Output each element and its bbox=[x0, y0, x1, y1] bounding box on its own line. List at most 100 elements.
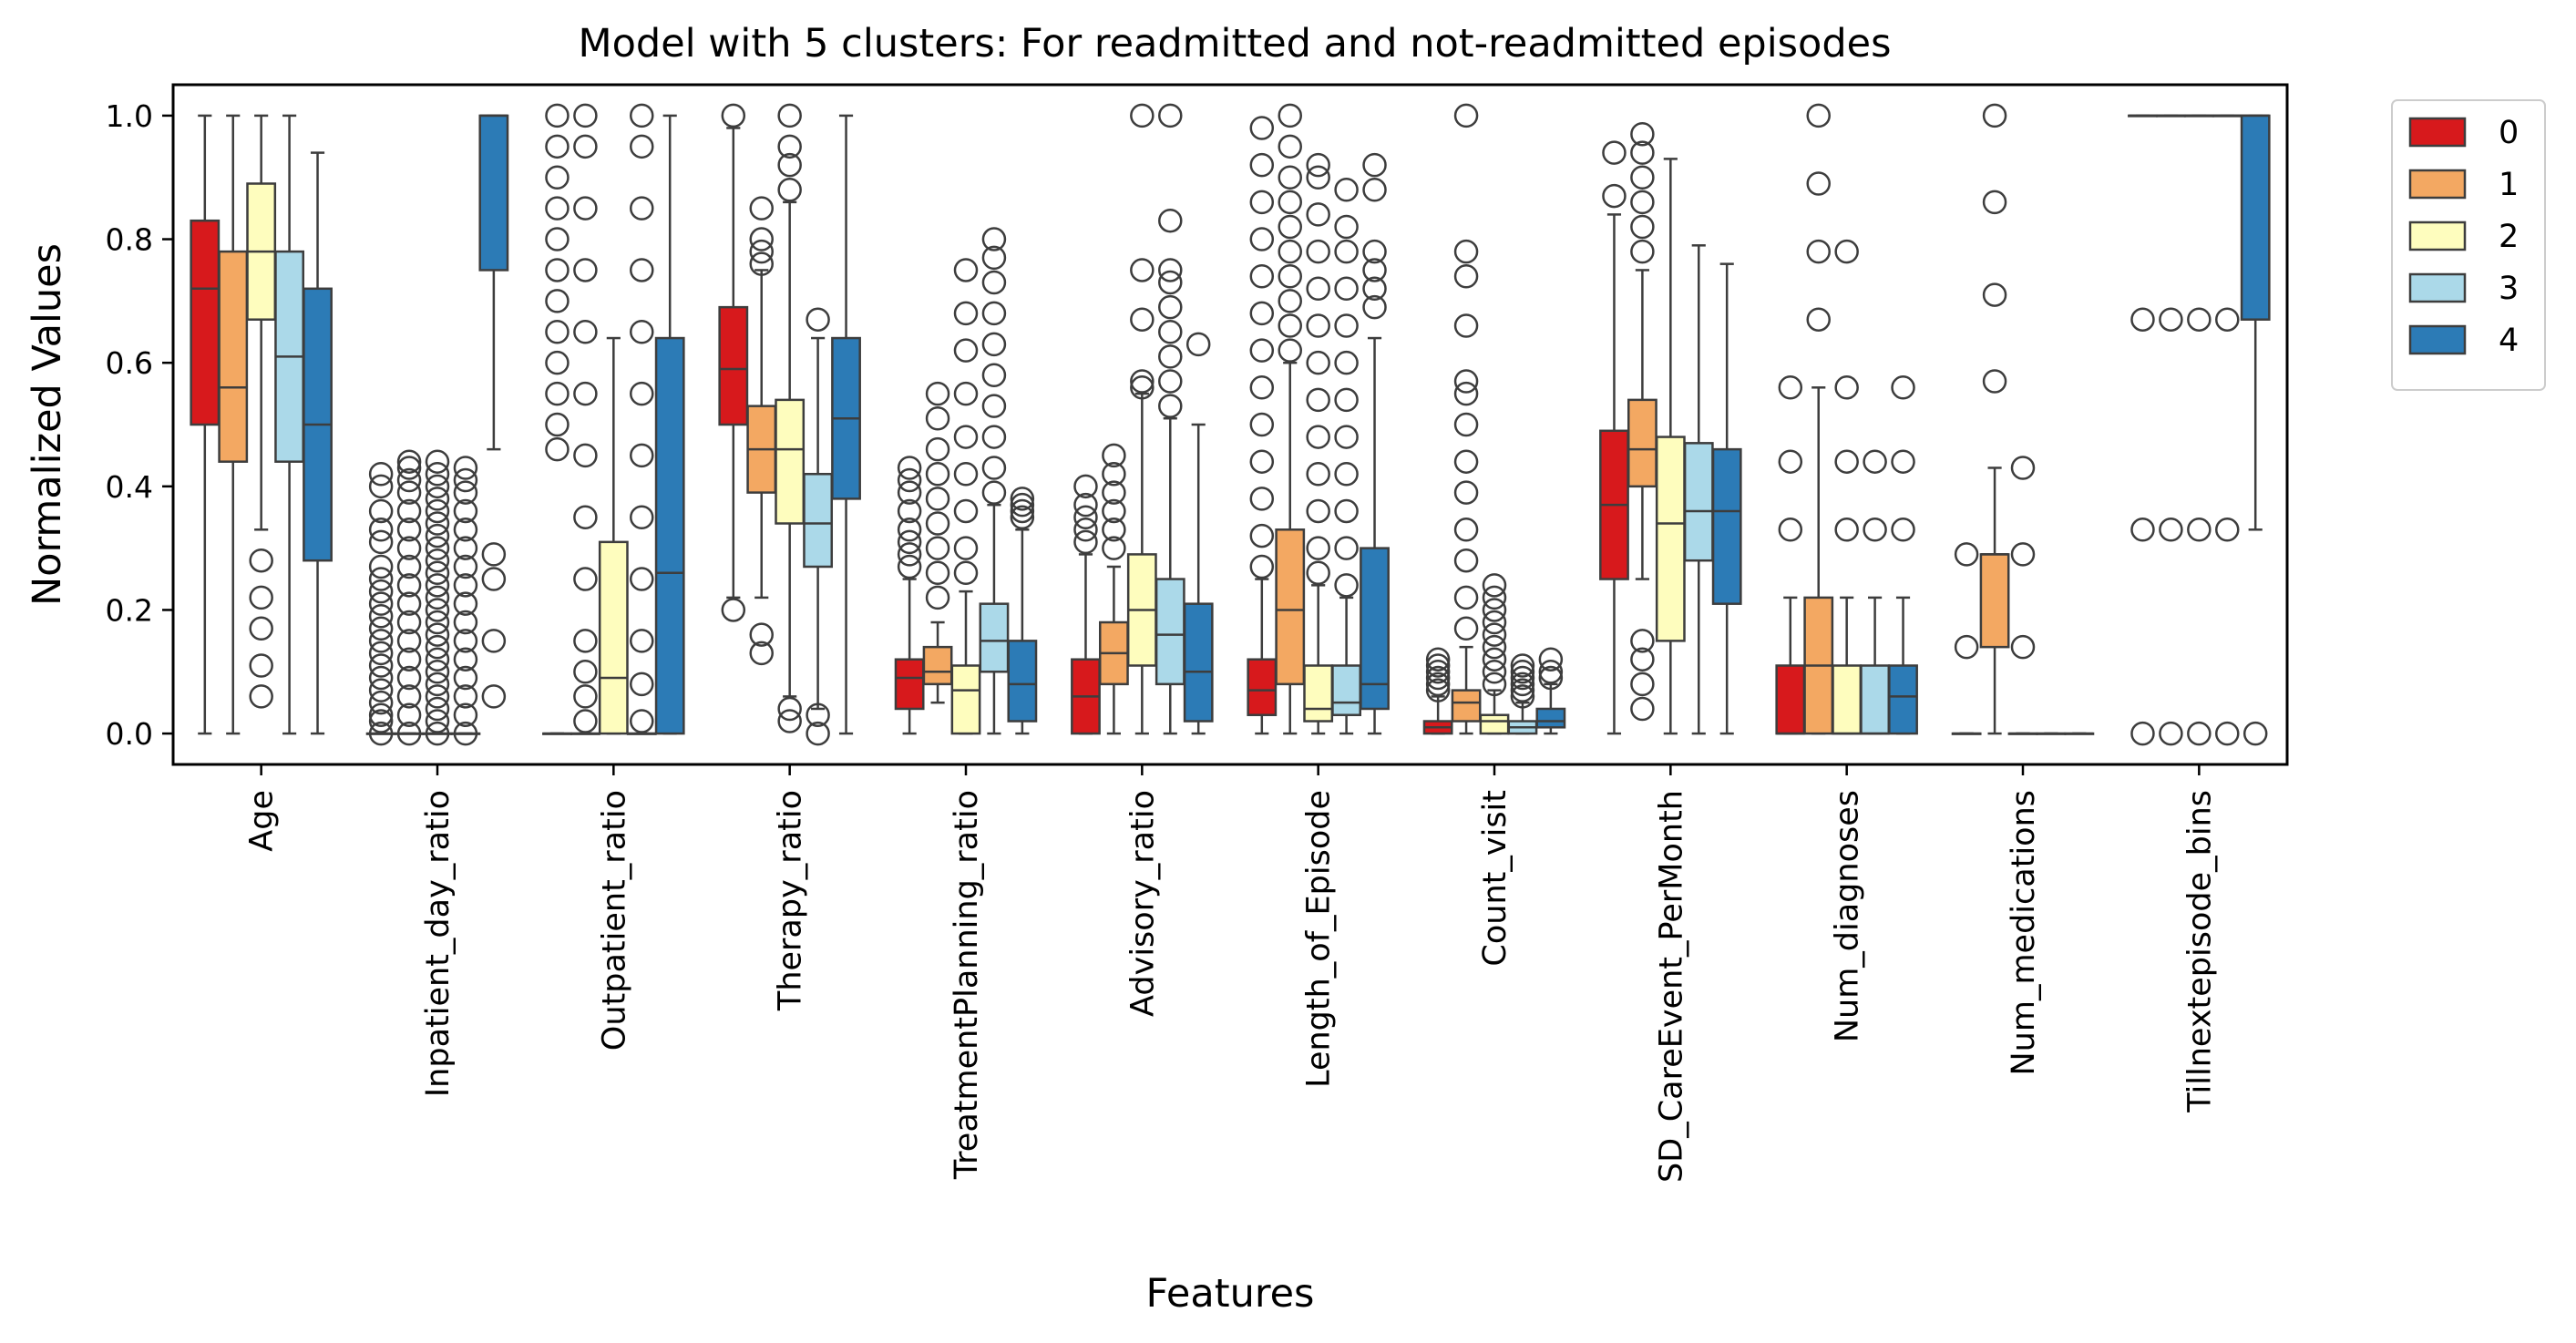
outlier-point bbox=[396, 665, 422, 691]
outlier-point bbox=[1278, 239, 1302, 264]
outlier-point bbox=[1334, 313, 1359, 338]
outlier-point bbox=[1891, 449, 1915, 474]
outlier-point bbox=[1806, 103, 1831, 128]
outlier-point bbox=[425, 523, 450, 548]
outlier-point bbox=[396, 456, 422, 480]
outlier-point bbox=[1249, 554, 1275, 579]
box-Length_of_Episode-cluster-4 bbox=[1360, 152, 1390, 735]
outlier-point bbox=[453, 498, 478, 524]
outlier-point bbox=[396, 449, 422, 474]
outlier-point bbox=[630, 567, 654, 591]
outlier-point bbox=[453, 518, 478, 542]
outlier-point bbox=[1306, 425, 1330, 449]
outlier-point bbox=[2159, 518, 2183, 542]
outlier-point bbox=[1982, 190, 2007, 215]
outlier-point bbox=[953, 498, 979, 524]
outlier-point bbox=[925, 536, 950, 560]
y-tick-label: 0.4 bbox=[106, 469, 153, 505]
outlier-point bbox=[1425, 678, 1451, 702]
outlier-point bbox=[545, 320, 570, 344]
outlier-point bbox=[1453, 369, 1479, 394]
outlier-point bbox=[2215, 721, 2240, 746]
outlier-point bbox=[1249, 375, 1275, 400]
outlier-point bbox=[1453, 518, 1479, 542]
outlier-point bbox=[425, 498, 450, 524]
outlier-point bbox=[545, 289, 570, 313]
outlier-point bbox=[1102, 462, 1126, 487]
outlier-point bbox=[1102, 480, 1126, 505]
outlier-point bbox=[1538, 665, 1564, 691]
box-iqr bbox=[1183, 602, 1214, 723]
box-Tillnextepisode_bins-cluster-0 bbox=[2128, 114, 2158, 746]
outlier-point bbox=[897, 529, 922, 555]
outlier-point bbox=[1602, 183, 1627, 209]
outlier-point bbox=[1102, 536, 1126, 560]
outlier-point bbox=[453, 467, 478, 493]
outlier-point bbox=[1982, 369, 2007, 394]
outlier-point bbox=[573, 258, 598, 282]
outlier-point bbox=[453, 721, 478, 746]
box-TreatmentPlanning_ratio-cluster-0 bbox=[894, 456, 925, 735]
outlier-point bbox=[368, 616, 394, 641]
legend-swatch-4 bbox=[2408, 324, 2467, 355]
outlier-point bbox=[953, 560, 979, 586]
outlier-point bbox=[1982, 103, 2007, 128]
outlier-point bbox=[1954, 542, 1979, 567]
outlier-point bbox=[368, 529, 394, 555]
box-SD_CareEvent_PerMonth-cluster-2 bbox=[1655, 158, 1686, 735]
box-Num_medications-cluster-4 bbox=[2064, 732, 2095, 735]
outlier-point bbox=[1863, 518, 1887, 542]
outlier-point bbox=[953, 301, 979, 326]
box-Num_diagnoses-cluster-0 bbox=[1775, 375, 1806, 735]
outlier-point bbox=[453, 573, 478, 598]
outlier-point bbox=[425, 474, 450, 499]
outlier-point bbox=[573, 103, 598, 128]
outlier-point bbox=[1453, 616, 1479, 641]
box-Age-cluster-3 bbox=[274, 114, 305, 735]
box-iqr bbox=[654, 336, 685, 735]
outlier-point bbox=[396, 573, 422, 598]
box-iqr bbox=[1860, 664, 1891, 735]
outlier-point bbox=[1334, 178, 1359, 202]
box-iqr bbox=[1155, 578, 1185, 686]
outlier-point bbox=[396, 467, 422, 493]
box-iqr bbox=[218, 250, 249, 463]
outlier-point bbox=[981, 332, 1007, 357]
box-Count_visit-cluster-1 bbox=[1451, 103, 1482, 735]
outlier-point bbox=[396, 629, 422, 653]
outlier-point bbox=[1538, 660, 1564, 684]
x-axis: Age Inpatient_day_ratio Outpatient_ratio Th… bbox=[244, 764, 2218, 1183]
outlier-point bbox=[368, 678, 394, 702]
outlier-point bbox=[1806, 171, 1831, 196]
outlier-point bbox=[1891, 375, 1915, 400]
outlier-point bbox=[1453, 548, 1479, 573]
outlier-point bbox=[806, 307, 830, 332]
outlier-point bbox=[1158, 103, 1183, 128]
outlier-point bbox=[1630, 122, 1655, 147]
outlier-point bbox=[2130, 307, 2155, 332]
outlier-point bbox=[1630, 165, 1655, 190]
outlier-point bbox=[630, 381, 654, 406]
outlier-point bbox=[1249, 338, 1275, 363]
outlier-point bbox=[1306, 239, 1330, 264]
box-iqr bbox=[190, 219, 221, 426]
outlier-point bbox=[425, 462, 450, 487]
outlier-point bbox=[396, 536, 422, 560]
outlier-point bbox=[981, 270, 1007, 295]
box-Therapy_ratio-cluster-1 bbox=[746, 196, 777, 666]
outlier-point bbox=[630, 709, 654, 733]
outlier-point bbox=[630, 258, 654, 282]
outlier-point bbox=[1073, 529, 1098, 555]
outlier-point bbox=[1249, 487, 1275, 511]
y-tick-label: 0.8 bbox=[106, 222, 153, 258]
outlier-point bbox=[1158, 258, 1183, 282]
box-iqr bbox=[1683, 442, 1714, 562]
outlier-point bbox=[2215, 307, 2240, 332]
outlier-point bbox=[453, 480, 478, 505]
outlier-point bbox=[981, 301, 1007, 326]
outlier-point bbox=[368, 641, 394, 666]
outlier-point bbox=[1834, 375, 1859, 400]
box-iqr bbox=[598, 540, 629, 735]
box-Length_of_Episode-cluster-1 bbox=[1275, 103, 1306, 735]
outlier-point bbox=[721, 598, 746, 622]
